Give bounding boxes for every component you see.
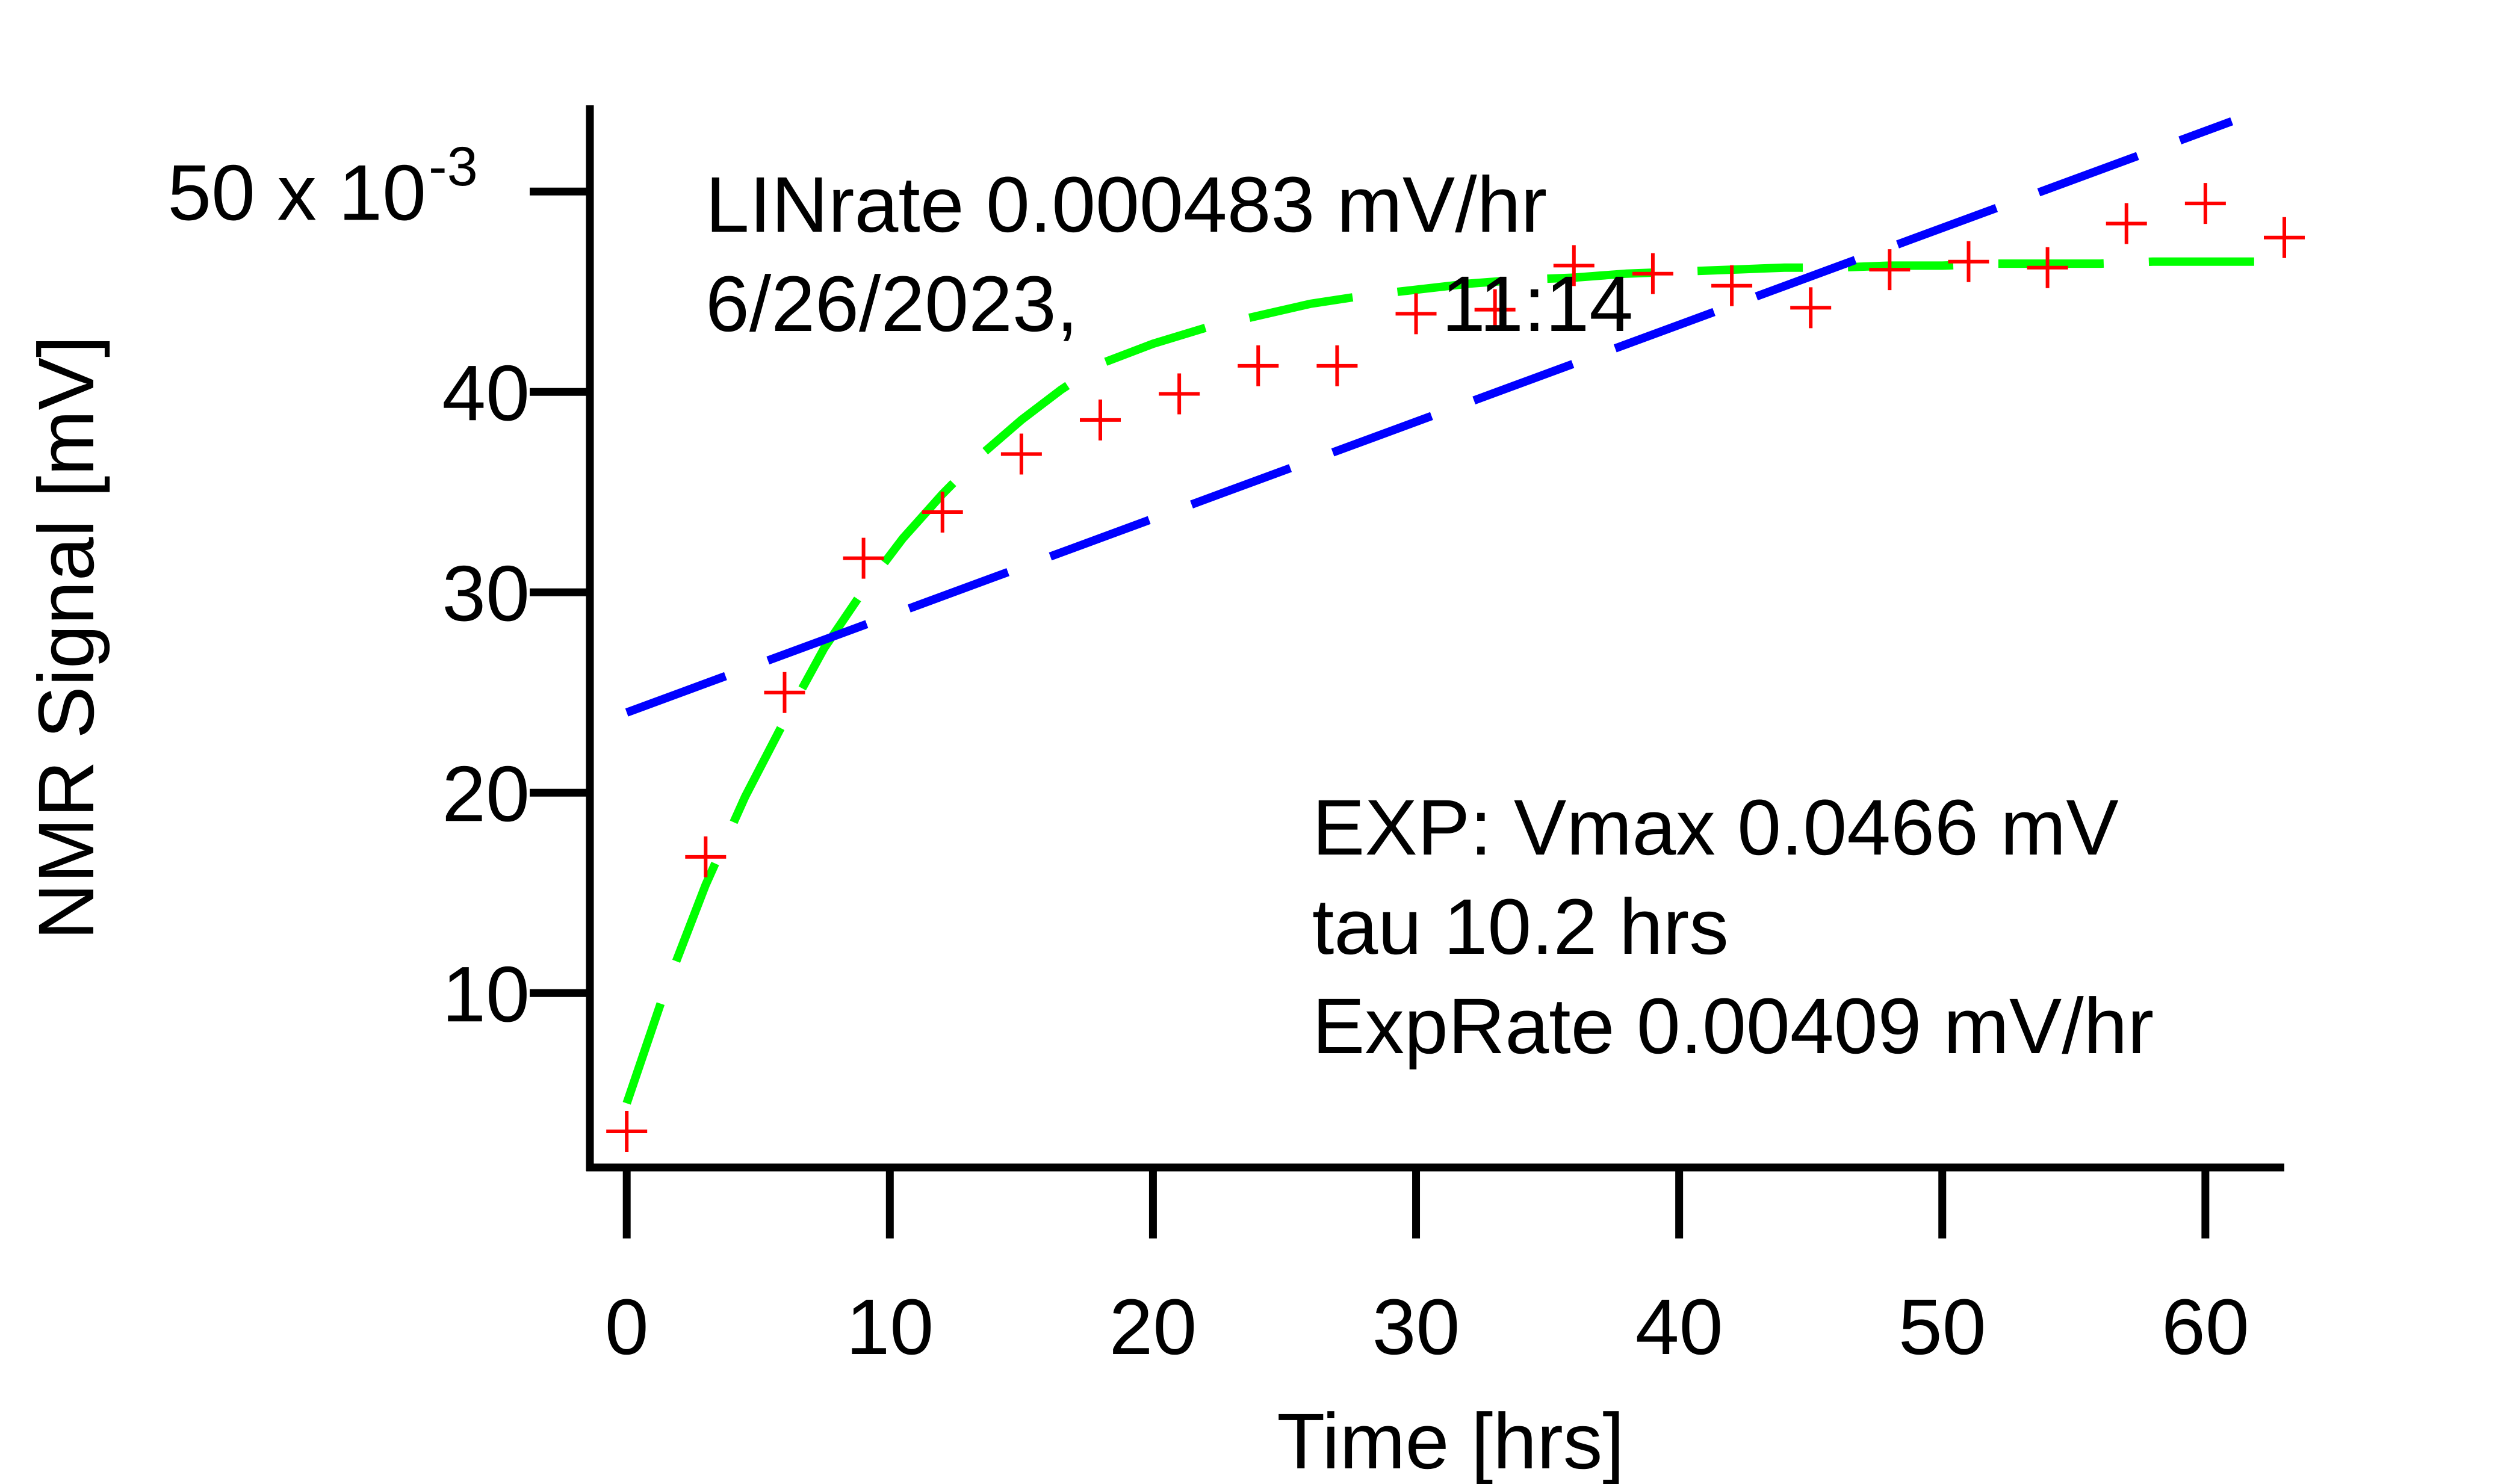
data-point <box>764 672 805 713</box>
data-point <box>1316 345 1358 386</box>
data-point <box>1711 265 1753 306</box>
data-point <box>1553 245 1595 286</box>
data-markers <box>606 183 2305 1152</box>
y-axis-title: NMR Signal [mV] <box>22 336 110 941</box>
data-point <box>1948 241 1989 282</box>
x-tick-label: 30 <box>1372 1282 1460 1371</box>
data-point <box>1238 345 1279 386</box>
data-point <box>2106 203 2147 244</box>
data-point <box>1395 293 1437 335</box>
timestamp-time-annotation: 11:14 <box>1442 259 1633 348</box>
data-point <box>606 1111 648 1152</box>
y-tick-exponent: -3 <box>429 136 478 197</box>
data-point <box>2027 247 2068 288</box>
data-point <box>1000 433 1042 475</box>
data-point <box>922 492 963 533</box>
y-tick-label: 20 <box>442 749 530 838</box>
y-tick-label: 30 <box>442 549 530 637</box>
exp-fit-line <box>622 257 2284 1105</box>
x-tick-label: 20 <box>1109 1282 1197 1371</box>
x-tick-label: 60 <box>2162 1282 2249 1371</box>
fit-lines <box>622 117 2284 1105</box>
data-point <box>2264 217 2305 258</box>
exp-rate-annotation: ExpRate 0.00409 mV/hr <box>1312 982 2154 1070</box>
exp-vmax-annotation: EXP: Vmax 0.0466 mV <box>1312 783 2119 871</box>
data-point <box>843 537 884 579</box>
y-tick-label: 40 <box>442 348 530 437</box>
y-tick-label: 10 <box>442 950 530 1038</box>
data-point <box>1159 373 1200 415</box>
y-axis-ticks: 10 20 30 40 50 x 10 -3 <box>167 136 590 1038</box>
data-point <box>1474 289 1516 330</box>
x-tick-label: 10 <box>846 1282 934 1371</box>
data-point <box>1079 399 1121 441</box>
lin-rate-annotation: LINrate 0.000483 mV/hr <box>705 160 1547 249</box>
data-point <box>2184 183 2226 224</box>
x-tick-label: 50 <box>1898 1282 1986 1371</box>
x-tick-label: 40 <box>1635 1282 1723 1371</box>
y-tick-label: 50 x 10 <box>167 148 426 237</box>
data-point <box>1632 253 1673 294</box>
exp-tau-annotation: tau 10.2 hrs <box>1312 882 1729 971</box>
data-point <box>1790 287 1832 329</box>
linear-fit-line <box>625 117 2234 717</box>
x-tick-label: 0 <box>605 1282 649 1371</box>
data-point <box>1869 249 1911 291</box>
x-axis-ticks: 0 10 20 30 40 50 60 <box>605 1167 2249 1371</box>
timestamp-date-annotation: 6/26/2023, <box>705 259 1078 348</box>
x-axis-title: Time [hrs] <box>1277 1397 1624 1484</box>
data-point <box>685 836 727 877</box>
